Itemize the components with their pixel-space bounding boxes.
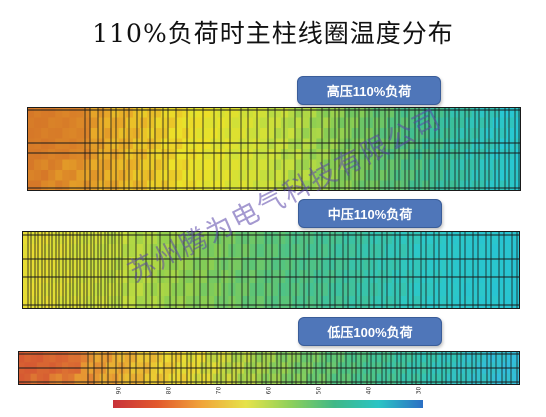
hv-load-label: 高压110%负荷 <box>297 76 441 105</box>
lv-load-label: 低压100%负荷 <box>298 317 442 346</box>
colorbar-tick-label: 90 <box>115 386 123 395</box>
mv-coil-temperature-band <box>22 231 520 309</box>
colorbar-tick-label: 60 <box>265 386 273 395</box>
colorbar-tick-labels: 90 80 70 60 50 40 30 <box>113 387 423 399</box>
temperature-colorbar <box>113 400 423 408</box>
colorbar-gradient <box>113 400 423 408</box>
colorbar-tick-label: 80 <box>165 386 173 395</box>
hv-load-label-text: 高压110%负荷 <box>326 84 412 99</box>
colorbar-tick-label: 30 <box>415 386 423 395</box>
colorbar-tick-label: 40 <box>365 386 373 395</box>
lv-load-label-text: 低压100%负荷 <box>327 325 413 340</box>
colorbar-tick-label: 70 <box>215 386 223 395</box>
colorbar-tick-label: 50 <box>315 386 323 395</box>
page-title: 110%负荷时主柱线圈温度分布 <box>92 19 454 48</box>
mv-load-label: 中压110%负荷 <box>298 199 442 228</box>
hv-coil-temperature-band <box>27 107 521 191</box>
mv-load-label-text: 中压110%负荷 <box>327 207 413 222</box>
lv-coil-temperature-band <box>18 351 520 385</box>
